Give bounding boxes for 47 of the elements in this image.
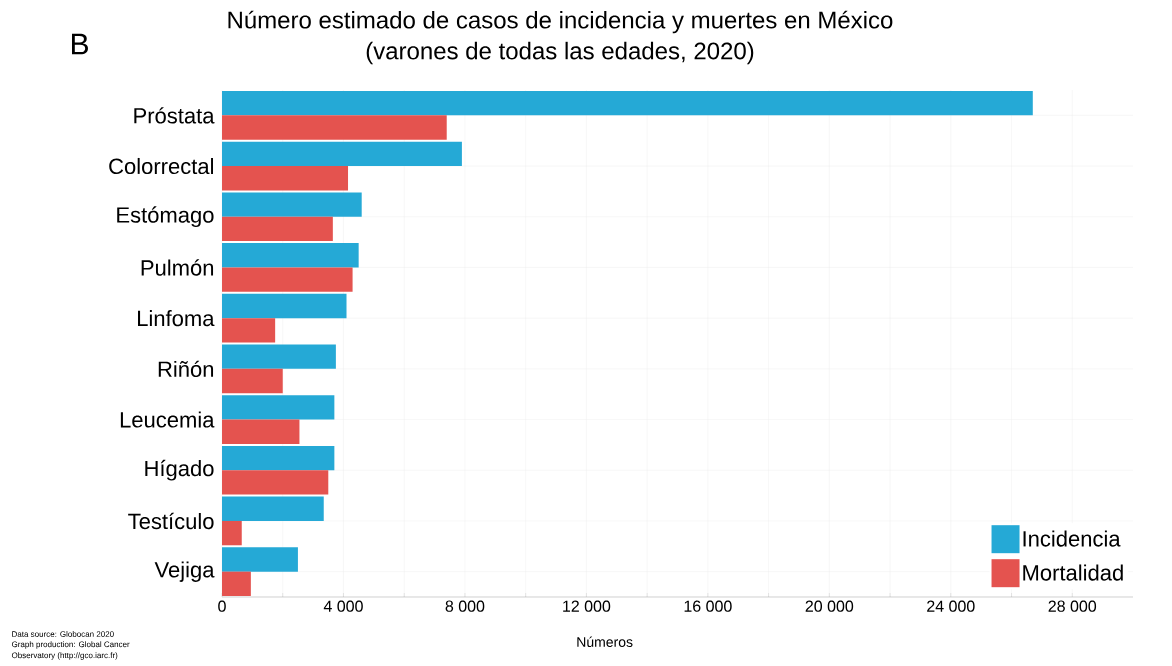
text: B bbox=[72, 33, 88, 55]
bar bbox=[222, 141, 462, 167]
y-tick-label: Hígado bbox=[145, 459, 214, 481]
x-tick-label: 20 000 bbox=[805, 600, 854, 612]
x-tick-label: 0 bbox=[218, 600, 226, 612]
bar bbox=[222, 192, 362, 217]
y-tick-label: Colorrectal bbox=[109, 157, 213, 175]
bar bbox=[222, 91, 1033, 116]
bar bbox=[222, 267, 353, 292]
bar bbox=[222, 318, 276, 343]
x-tick-label: 28 000 bbox=[1048, 600, 1097, 612]
bar bbox=[222, 496, 324, 521]
y-tick-label: Leucemia bbox=[120, 411, 215, 428]
bar bbox=[222, 243, 359, 268]
y-tick-label: Pulmón bbox=[141, 259, 214, 276]
bar bbox=[222, 216, 333, 242]
x-tick-label: 16 000 bbox=[684, 600, 732, 612]
bar bbox=[222, 520, 242, 546]
bar bbox=[222, 344, 336, 369]
x-tick-label: 4 000 bbox=[323, 600, 363, 612]
x-tick-label: 24 000 bbox=[927, 600, 975, 612]
text: Observatory (http://gco.iarc.fr) bbox=[11, 652, 118, 660]
y-tick-label: Próstata bbox=[134, 107, 215, 124]
x-tick-label: 8 000 bbox=[445, 600, 485, 612]
bar bbox=[222, 293, 347, 319]
x-axis-title: Números bbox=[577, 636, 633, 647]
bar bbox=[222, 547, 298, 572]
y-tick-label: Riñón bbox=[158, 360, 214, 378]
y-tick-label: Vejiga bbox=[154, 561, 215, 582]
y-tick-label: Linfoma bbox=[138, 310, 215, 327]
bar bbox=[222, 368, 283, 394]
bar bbox=[222, 115, 447, 140]
x-tick-label: 12 000 bbox=[563, 600, 611, 612]
bar bbox=[222, 419, 300, 444]
bar bbox=[222, 395, 335, 420]
legend-label: Mortalidad bbox=[1023, 564, 1123, 581]
legend-label: Incidencia bbox=[1023, 530, 1121, 547]
chart-subtitle: (varones de todas las edades, 2020) bbox=[366, 41, 754, 65]
bar bbox=[222, 166, 349, 191]
text: Graph production: Global Cancer bbox=[11, 641, 130, 649]
chart-title: Número estimado de casos de incidencia y muertes en México bbox=[228, 10, 893, 34]
y-tick-label: Estómago bbox=[117, 206, 214, 228]
bar bbox=[222, 470, 329, 495]
source-note: Data source: Globocan 2020 bbox=[12, 631, 114, 637]
bar bbox=[222, 571, 251, 596]
y-tick-label: Testículo bbox=[128, 512, 214, 530]
bar bbox=[222, 445, 335, 471]
